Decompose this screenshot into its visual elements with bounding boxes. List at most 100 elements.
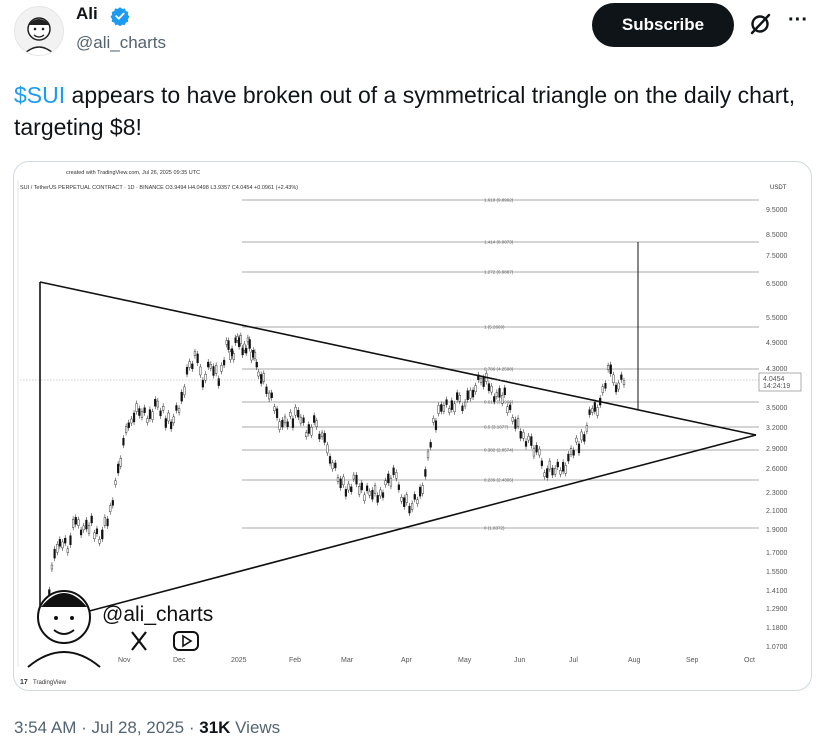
tweet-time[interactable]: 3:54 AM — [14, 718, 77, 737]
price-candle — [248, 339, 251, 349]
price-candle — [143, 407, 146, 413]
tradingview-logo-icon: 17 — [20, 679, 28, 686]
price-candle — [318, 433, 321, 440]
price-candle — [328, 456, 332, 464]
price-candle — [111, 500, 114, 506]
x-tick-label: May — [458, 657, 472, 664]
price-candle — [199, 366, 202, 376]
price-candle — [501, 395, 504, 404]
tradingview-logo: 17 TradingView — [20, 679, 67, 686]
price-candle — [257, 371, 260, 377]
price-candle — [546, 468, 549, 478]
price-candle — [87, 525, 91, 534]
price-candle — [535, 444, 538, 453]
price-candle — [177, 408, 181, 413]
price-candle — [326, 444, 329, 454]
author-handle[interactable]: @ali_charts — [76, 33, 167, 52]
y-tick-label: 1.2900 — [766, 606, 788, 613]
price-candle — [416, 499, 419, 504]
chart-created-with: created with TradingView.com, Jul 26, 20… — [66, 170, 200, 176]
price-candle — [90, 515, 93, 524]
fib-level-label: 0.236 (2.4365) — [484, 478, 514, 483]
price-candle — [114, 480, 117, 485]
y-tick-label: 9.5000 — [766, 207, 788, 214]
price-candle — [138, 408, 141, 416]
x-tick-label: Aug — [628, 657, 641, 664]
price-candle — [106, 518, 109, 527]
price-candle — [569, 447, 573, 455]
price-candle — [530, 436, 533, 446]
price-candle — [122, 437, 125, 446]
price-candle — [119, 458, 122, 467]
price-candle — [463, 401, 467, 407]
avatar-illustration-icon — [22, 17, 56, 55]
price-candle — [466, 390, 469, 400]
price-candle — [607, 365, 610, 370]
price-candle — [255, 361, 258, 368]
price-candle — [516, 417, 520, 427]
price-candle — [575, 437, 578, 443]
cashtag-link[interactable]: $SUI — [14, 82, 66, 108]
price-candle — [313, 415, 316, 423]
price-candle — [220, 365, 223, 372]
price-candle — [66, 548, 69, 553]
price-candle — [474, 385, 477, 392]
price-candle — [432, 418, 435, 423]
verified-badge-icon[interactable] — [110, 6, 130, 26]
price-candle — [471, 389, 475, 398]
price-candle — [227, 340, 230, 350]
price-candle — [397, 484, 400, 490]
price-candle — [593, 402, 596, 412]
price-candle — [156, 400, 159, 408]
tradingview-label: TradingView — [33, 680, 67, 686]
price-candle — [215, 365, 218, 374]
price-candle — [442, 405, 446, 412]
tweet-date[interactable]: Jul 28, 2025 — [91, 718, 185, 737]
price-candle — [580, 431, 583, 441]
price-candle — [434, 420, 438, 431]
subscribe-button[interactable]: Subscribe — [592, 3, 734, 47]
x-logo-icon — [131, 631, 147, 651]
price-candle — [125, 426, 128, 433]
price-candle — [193, 351, 197, 356]
price-candle — [320, 432, 324, 438]
price-candle — [514, 419, 517, 429]
price-candle — [352, 474, 355, 480]
x-tick-label: 2025 — [231, 657, 247, 664]
price-candle — [162, 406, 165, 411]
price-candle — [273, 406, 276, 412]
price-candle — [61, 541, 64, 549]
price-candle — [426, 451, 430, 459]
last-price-tag — [758, 372, 802, 392]
more-icon[interactable]: ··· — [788, 9, 808, 31]
author-name[interactable]: Ali — [76, 4, 98, 23]
price-candle — [64, 537, 67, 544]
triangle-upper-line — [39, 281, 757, 436]
price-candle — [188, 361, 191, 368]
y-tick-label: 2.6000 — [766, 466, 788, 473]
price-candle — [408, 505, 411, 514]
price-candle — [559, 470, 562, 475]
last-price-label: 4.0454 — [763, 376, 785, 383]
price-candle — [347, 483, 350, 491]
price-candle — [154, 399, 157, 407]
price-candle — [98, 539, 101, 544]
price-candle — [275, 408, 279, 418]
fib-level-label: 1.618 (9.8962) — [484, 198, 514, 203]
price-candle — [479, 378, 483, 383]
price-candle — [252, 350, 255, 358]
price-candle — [103, 517, 107, 526]
x-axis-ticks: OctNovDec2025FebMarAprMayJunJulAugSepOct — [58, 657, 755, 664]
tweet-media-chart[interactable]: created with TradingView.com, Jul 26, 20… — [13, 161, 812, 691]
price-candle — [74, 517, 77, 525]
price-candle — [355, 474, 358, 485]
price-candle — [278, 421, 281, 430]
price-candle — [400, 497, 403, 502]
price-candle — [389, 477, 393, 487]
price-candle — [344, 489, 348, 497]
price-candle — [498, 388, 501, 398]
price-candle — [524, 441, 528, 447]
avatar[interactable] — [14, 6, 64, 56]
price-candle — [583, 434, 586, 442]
grok-icon[interactable] — [746, 10, 774, 38]
